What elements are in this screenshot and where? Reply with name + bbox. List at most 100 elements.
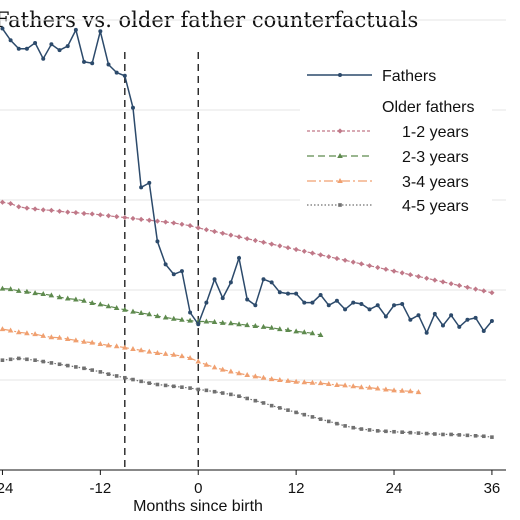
data-point bbox=[138, 309, 144, 315]
data-point bbox=[236, 370, 242, 376]
data-point bbox=[147, 180, 152, 185]
data-point bbox=[400, 430, 404, 434]
data-point bbox=[415, 389, 422, 395]
data-point bbox=[244, 322, 250, 328]
data-point bbox=[32, 206, 38, 212]
series-3-4-years bbox=[0, 326, 422, 395]
data-point bbox=[196, 387, 201, 392]
data-point bbox=[146, 311, 153, 317]
data-point bbox=[122, 73, 127, 78]
data-point bbox=[448, 281, 454, 287]
data-point bbox=[245, 396, 249, 401]
data-point bbox=[113, 343, 120, 349]
data-point bbox=[179, 269, 184, 274]
data-point bbox=[252, 237, 258, 244]
data-point bbox=[7, 327, 14, 333]
data-point bbox=[64, 336, 71, 342]
data-point bbox=[113, 305, 120, 310]
data-point bbox=[334, 255, 340, 262]
data-point bbox=[391, 268, 397, 274]
legend-label: Fathers bbox=[382, 68, 436, 85]
data-point bbox=[473, 315, 478, 320]
data-point bbox=[65, 363, 70, 368]
data-point bbox=[277, 290, 282, 295]
data-point bbox=[416, 431, 421, 435]
data-point bbox=[203, 361, 210, 367]
data-point bbox=[73, 337, 79, 343]
series-line bbox=[2, 328, 419, 393]
data-point bbox=[57, 48, 62, 53]
data-point bbox=[74, 365, 78, 369]
x-tick-label: -24 bbox=[0, 480, 13, 497]
data-point bbox=[89, 300, 95, 306]
data-point bbox=[261, 401, 266, 405]
data-point bbox=[326, 303, 331, 308]
data-point bbox=[171, 220, 177, 226]
data-point bbox=[0, 326, 6, 332]
data-point bbox=[424, 431, 429, 436]
data-point bbox=[41, 359, 46, 364]
legend-item: Fathers bbox=[307, 68, 436, 85]
data-point bbox=[342, 257, 348, 263]
data-point bbox=[449, 432, 453, 437]
data-point bbox=[359, 301, 364, 306]
data-point bbox=[294, 410, 298, 415]
data-point bbox=[33, 358, 37, 362]
data-point bbox=[114, 214, 120, 220]
data-point bbox=[81, 210, 87, 217]
data-point bbox=[456, 282, 462, 289]
data-point bbox=[278, 406, 282, 410]
data-point bbox=[245, 297, 250, 302]
data-point bbox=[90, 368, 94, 372]
data-point bbox=[24, 330, 30, 336]
data-point bbox=[163, 219, 169, 225]
series-layer bbox=[0, 26, 495, 439]
data-point bbox=[325, 381, 332, 387]
data-point bbox=[32, 331, 38, 337]
data-point bbox=[490, 435, 494, 439]
data-point bbox=[285, 327, 291, 333]
data-point bbox=[171, 384, 176, 389]
x-tick-label: 0 bbox=[194, 480, 202, 497]
x-tick-label: 12 bbox=[288, 480, 305, 497]
data-point bbox=[146, 348, 153, 354]
data-point bbox=[15, 287, 22, 293]
data-point bbox=[301, 248, 307, 254]
data-point bbox=[309, 379, 316, 385]
data-point bbox=[383, 314, 388, 319]
x-tick-label: 36 bbox=[484, 480, 501, 497]
data-point bbox=[237, 394, 241, 398]
series-line bbox=[2, 288, 321, 336]
data-point bbox=[260, 323, 267, 329]
data-point bbox=[171, 272, 176, 277]
data-point bbox=[237, 256, 242, 261]
legend-label: 1-2 years bbox=[402, 124, 469, 141]
data-point bbox=[294, 291, 299, 296]
data-point bbox=[89, 211, 95, 217]
data-point bbox=[334, 381, 340, 387]
data-point bbox=[211, 228, 218, 235]
data-point bbox=[220, 230, 226, 236]
data-point bbox=[342, 382, 348, 388]
legend-item: 1-2 years bbox=[307, 124, 469, 141]
data-point bbox=[269, 280, 274, 285]
data-point bbox=[56, 294, 63, 300]
data-point bbox=[64, 295, 71, 301]
data-point bbox=[211, 364, 218, 370]
data-point bbox=[170, 315, 177, 321]
data-point bbox=[253, 398, 258, 403]
data-point bbox=[146, 217, 152, 223]
data-point bbox=[407, 388, 414, 394]
data-point bbox=[374, 385, 381, 391]
data-point bbox=[244, 372, 250, 378]
data-point bbox=[24, 288, 30, 294]
data-point bbox=[481, 288, 487, 294]
data-point bbox=[366, 263, 373, 269]
data-point bbox=[465, 317, 470, 322]
data-point bbox=[49, 42, 54, 47]
data-point bbox=[40, 207, 46, 213]
data-point bbox=[391, 387, 397, 393]
data-point bbox=[285, 291, 290, 296]
data-point bbox=[302, 300, 307, 305]
data-point bbox=[0, 199, 6, 205]
